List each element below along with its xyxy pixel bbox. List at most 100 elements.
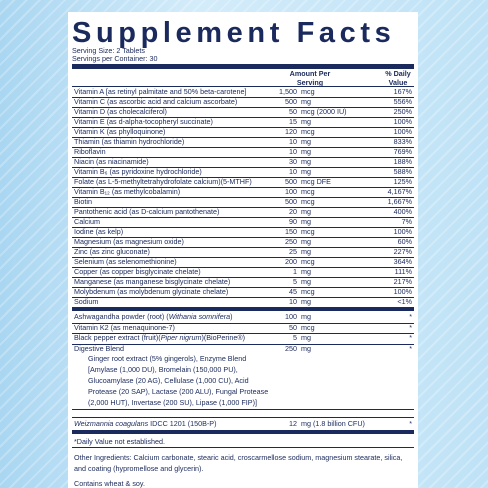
unit: mcg DFE [301, 177, 331, 186]
daily-value: * [409, 333, 412, 342]
thick-rule [72, 430, 414, 434]
rule [72, 247, 414, 248]
rule [72, 127, 414, 128]
amount: 500 [285, 197, 297, 206]
rule [72, 207, 414, 208]
name-part-italic: Piper nigrum [160, 333, 202, 342]
ingredient-name: Weizmannia coagulans IDCC 1201 (150B-P) [74, 419, 217, 428]
rule [72, 237, 414, 238]
rule [72, 157, 414, 158]
nutrient-name: Magnesium (as magnesium oxide) [74, 237, 184, 246]
daily-value: 125% [393, 177, 412, 186]
rule [72, 137, 414, 138]
nutrient-name: Selenium (as selenomethionine) [74, 257, 177, 266]
daily-value: 60% [397, 237, 412, 246]
rule [72, 217, 414, 218]
nutrient-name: Zinc (as zinc gluconate) [74, 247, 150, 256]
daily-value: 4,167% [387, 187, 412, 196]
rule [72, 287, 414, 288]
amount: 100 [285, 187, 297, 196]
daily-value: 556% [393, 97, 412, 106]
rule [72, 277, 414, 278]
amount: 30 [289, 157, 297, 166]
rule [72, 197, 414, 198]
unit: mg [301, 167, 311, 176]
ingredient-name: Black pepper extract (fruit)(Piper nigru… [74, 333, 245, 342]
unit: mg [301, 267, 311, 276]
ingredient-name: Vitamin K2 (as menaquinone-7) [74, 323, 175, 332]
unit: mg [301, 312, 311, 321]
nutrient-name: Sodium [74, 297, 99, 306]
unit: mg [301, 147, 311, 156]
unit: mg [301, 343, 311, 353]
amount: 200 [285, 257, 297, 266]
amount: 1,500 [279, 87, 297, 96]
amount: 120 [285, 127, 297, 136]
daily-value: 100% [393, 117, 412, 126]
amount: 500 [285, 177, 297, 186]
daily-value: 833% [393, 137, 412, 146]
daily-value-header: % Daily Value [385, 69, 411, 87]
nutrient-name: Copper (as copper bisglycinate chelate) [74, 267, 201, 276]
rule [72, 333, 414, 334]
rule [72, 322, 414, 324]
daily-value: 400% [393, 207, 412, 216]
blend-detail: Ginger root extract (5% gingerols), Enzy… [88, 354, 247, 363]
amount: 10 [289, 147, 297, 156]
unit: mcg [301, 87, 315, 96]
rule [72, 187, 414, 188]
nutrient-name: Biotin [74, 197, 92, 206]
rule [72, 297, 414, 298]
amount: 25 [289, 247, 297, 256]
unit: mg [301, 157, 311, 166]
nutrient-name: Riboflavin [74, 147, 106, 156]
rule [72, 409, 414, 410]
unit: mg [301, 333, 311, 342]
rule [72, 107, 414, 108]
amount: 250 [285, 343, 297, 353]
daily-value: 217% [393, 277, 412, 286]
nutrient-name: Pantothenic acid (as D-calcium pantothen… [74, 207, 220, 216]
amount: 500 [285, 97, 297, 106]
servings-per-container: Servings per Container: 30 [72, 54, 158, 63]
rule [72, 177, 414, 178]
amount: 90 [289, 217, 297, 226]
unit: mcg [301, 127, 315, 136]
amount: 10 [289, 297, 297, 306]
unit: mg [301, 217, 311, 226]
unit: mcg [301, 257, 315, 266]
amount: 150 [285, 227, 297, 236]
thick-rule [72, 307, 414, 311]
name-part: Vitamin K2 (as menaquinone-7) [74, 322, 175, 332]
daily-value: 227% [393, 247, 412, 256]
unit: mcg [301, 197, 315, 206]
nutrient-name: Vitamin A [as retinyl palmitate and 50% … [74, 87, 247, 96]
name-part-italic: Withania somnifera [168, 312, 231, 321]
nutrient-name: Folate (as L-5-methyltetrahydrofolate ca… [74, 177, 252, 186]
amount: 10 [289, 137, 297, 146]
rule [72, 97, 414, 98]
blend-detail: Glucoamylase (20 AG), Cellulase (1,000 C… [88, 376, 249, 385]
nutrient-name: Vitamin C (as ascorbic acid and calcium … [74, 97, 238, 106]
daily-value: 100% [393, 287, 412, 296]
unit: mg [301, 137, 311, 146]
nutrient-name: Thiamin (as thiamin hydrochloride) [74, 137, 185, 146]
nutrient-name: Vitamin B₁₂ (as methylcobalamin) [74, 187, 181, 196]
amount: 10 [289, 167, 297, 176]
unit: mg [301, 247, 311, 256]
daily-value: <1% [397, 297, 412, 306]
rule [72, 417, 414, 418]
rule [72, 257, 414, 258]
blend-detail: (2,000 HUT), Invertase (200 SU), Lipase … [88, 398, 257, 407]
amount: 250 [285, 237, 297, 246]
daily-value: * [409, 312, 412, 321]
name-part: Digestive Blend [74, 343, 124, 353]
unit: mg [301, 97, 311, 106]
unit: mg [301, 297, 311, 306]
unit: mg [301, 117, 311, 126]
unit: mcg [301, 227, 315, 236]
rule [72, 267, 414, 268]
amount: 1 [293, 267, 297, 276]
rule [72, 147, 414, 148]
